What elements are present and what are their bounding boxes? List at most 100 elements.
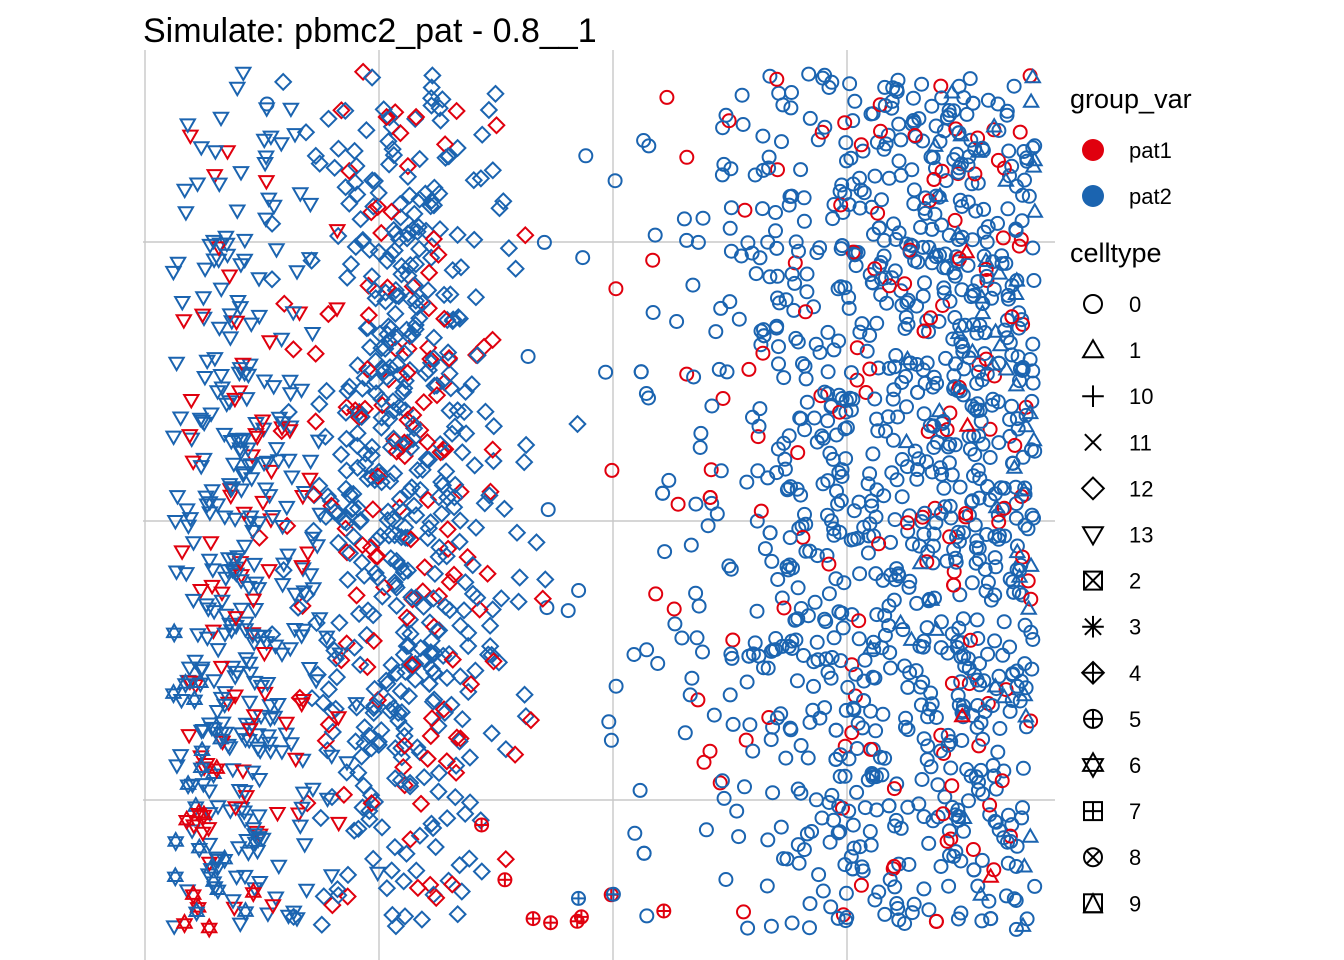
data-point: [974, 852, 990, 868]
chart-title: Simulate: pbmc2_pat - 0.8__1: [143, 12, 597, 50]
data-point: [923, 310, 938, 326]
data-point: [242, 458, 261, 474]
data-point: [362, 467, 382, 487]
data-point: [354, 566, 374, 585]
data-point: [352, 553, 372, 572]
data-point: [938, 350, 954, 366]
data-point: [337, 763, 356, 782]
data-point: [657, 544, 673, 560]
data-point: [986, 322, 1005, 338]
data-point: [445, 475, 465, 495]
data-point: [344, 527, 363, 546]
data-point: [353, 379, 372, 398]
data-point: [1018, 407, 1034, 423]
data-point: [208, 498, 227, 514]
data-point: [429, 245, 448, 264]
data-point: [301, 197, 320, 214]
data-point: [924, 255, 940, 271]
data-point: [809, 634, 825, 650]
data-point: [837, 768, 853, 784]
data-point: [785, 560, 800, 576]
data-point: [345, 173, 365, 192]
data-point: [873, 287, 889, 303]
data-point: [689, 630, 705, 646]
data-point: [347, 698, 366, 717]
data-point: [288, 598, 308, 617]
data-point: [972, 402, 988, 418]
data-point: [193, 308, 212, 324]
data-point: [721, 558, 737, 574]
data-point: [952, 383, 968, 399]
data-point: [762, 269, 778, 285]
data-point: [355, 368, 374, 388]
data-point: [783, 479, 798, 495]
data-point: [987, 550, 1003, 566]
data-point: [184, 536, 203, 552]
data-point: [725, 632, 741, 648]
data-point: [275, 294, 294, 313]
data-point: [226, 689, 245, 705]
data-point: [820, 664, 836, 680]
data-point: [397, 608, 417, 627]
data-point: [436, 597, 455, 616]
data-point: [412, 910, 432, 929]
data-point: [915, 639, 931, 655]
data-point: [421, 513, 440, 532]
data-point: [312, 915, 332, 934]
data-point: [516, 225, 535, 245]
data-point: [985, 117, 1004, 133]
data-point: [793, 785, 809, 801]
data-point: [991, 335, 1010, 352]
data-point: [877, 608, 893, 624]
data-point: [737, 779, 752, 795]
data-point: [723, 646, 739, 662]
data-point: [396, 528, 415, 547]
data-point: [686, 369, 702, 385]
data-point: [446, 756, 466, 775]
data-point: [695, 210, 711, 226]
data-point: [438, 310, 457, 330]
data-point: [693, 425, 709, 441]
data-point: [834, 238, 850, 254]
data-point: [212, 660, 231, 677]
data-point: [213, 381, 232, 397]
data-point: [304, 782, 322, 799]
data-point: [395, 726, 414, 746]
data-point: [250, 773, 269, 789]
data-point: [645, 305, 661, 320]
legend-key-celltype-5: [1083, 708, 1103, 729]
data-point: [1015, 800, 1030, 816]
data-point: [440, 600, 460, 620]
data-point: [284, 306, 303, 322]
data-point: [914, 76, 930, 92]
data-point: [712, 775, 728, 791]
data-point: [212, 691, 231, 708]
data-point: [378, 510, 397, 530]
data-point: [479, 100, 499, 120]
data-point: [685, 277, 701, 293]
data-point: [869, 315, 885, 331]
data-point: [802, 896, 818, 912]
data-point: [442, 875, 462, 894]
data-point: [788, 234, 804, 250]
data-point: [1014, 916, 1032, 932]
data-point: [866, 642, 882, 658]
data-point: [237, 652, 256, 668]
data-point: [540, 502, 556, 518]
data-point: [986, 281, 1002, 297]
data-point: [236, 623, 255, 639]
data-point: [366, 563, 385, 583]
data-point: [571, 890, 586, 906]
data-point: [886, 382, 902, 398]
data-point: [434, 285, 454, 305]
data-point: [451, 729, 470, 748]
data-point: [301, 472, 319, 489]
data-point: [374, 100, 393, 119]
data-point: [813, 388, 829, 404]
data-point: [679, 366, 695, 382]
data-point: [228, 432, 246, 449]
data-point: [995, 230, 1011, 246]
data-point: [405, 204, 424, 224]
data-point: [403, 655, 422, 675]
data-point: [232, 727, 251, 743]
